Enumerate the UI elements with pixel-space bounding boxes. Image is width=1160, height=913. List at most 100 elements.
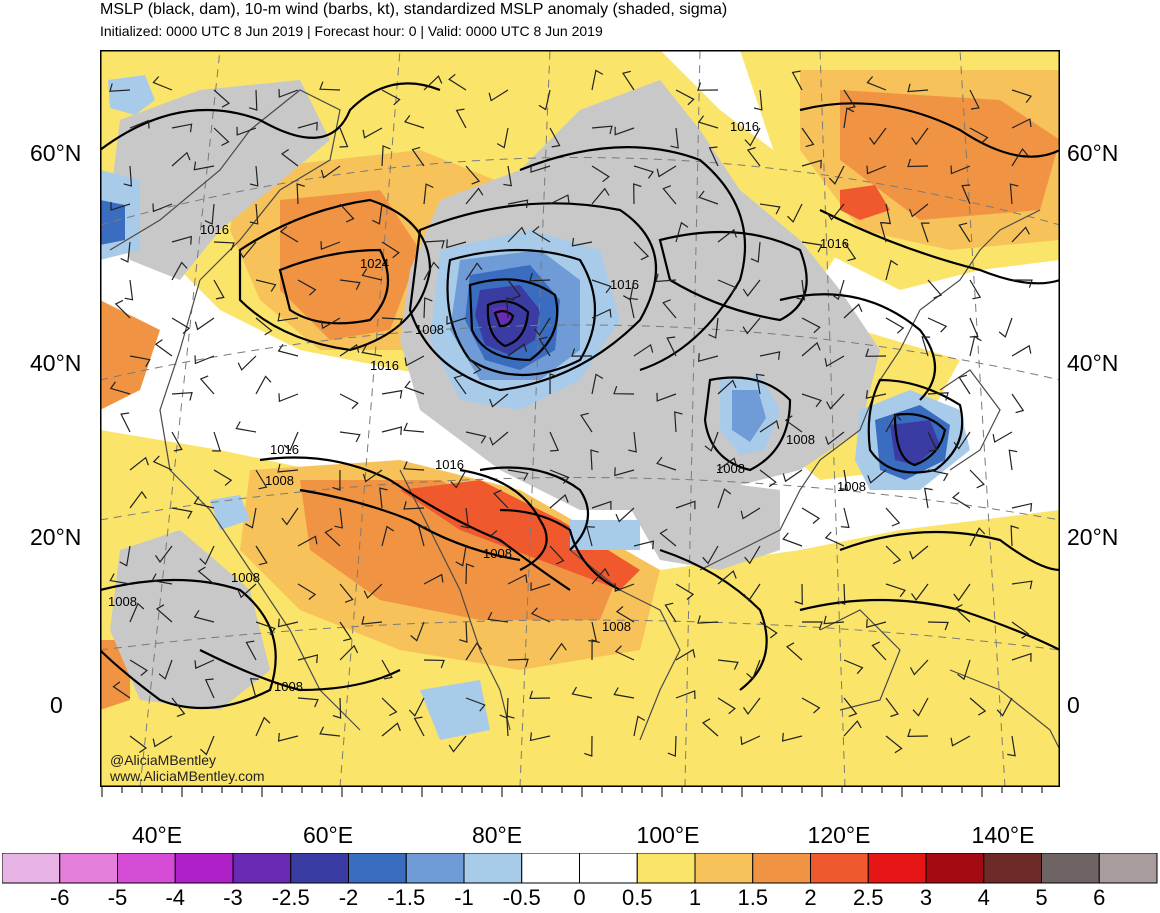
colorbar-swatch xyxy=(2,853,61,884)
wind-barb xyxy=(759,420,780,433)
wind-barb xyxy=(717,659,739,670)
wind-barb xyxy=(465,187,484,205)
isobar-label: 1008 xyxy=(786,432,815,447)
wind-barb xyxy=(717,457,738,471)
wind-barb xyxy=(455,545,467,567)
isobar-label: 1008 xyxy=(716,461,745,476)
wind-barb xyxy=(717,279,738,295)
wind-barb xyxy=(742,279,761,297)
wind-barb xyxy=(549,493,569,509)
colorbar-tick-label: 2.5 xyxy=(852,885,884,910)
wind-barb xyxy=(120,241,131,263)
wind-barb xyxy=(255,279,277,292)
wind-barb xyxy=(503,165,513,187)
wind-barb xyxy=(954,604,971,623)
wind-barb xyxy=(759,469,777,488)
wind-barb xyxy=(785,642,803,661)
colorbar-tick-label: -1 xyxy=(454,885,474,910)
wind-barb xyxy=(615,606,635,623)
wind-barb xyxy=(319,81,341,91)
wind-barb xyxy=(885,697,899,718)
wind-barb xyxy=(193,161,215,171)
isobar-label: 1008 xyxy=(483,546,512,561)
wind-barb xyxy=(801,341,821,357)
graticule-lon-40 xyxy=(139,50,221,787)
wind-barb xyxy=(802,621,823,630)
colorbar-swatch xyxy=(636,853,696,884)
wind-barb xyxy=(836,583,846,605)
wind-barb xyxy=(280,148,299,167)
anomaly-negative-05-burma xyxy=(570,520,640,550)
wind-barb xyxy=(571,686,593,699)
wind-barb xyxy=(549,127,561,148)
wind-barb xyxy=(204,678,215,699)
wind-barb xyxy=(801,159,822,169)
wind-barb xyxy=(633,241,650,261)
wind-barb xyxy=(920,222,930,243)
wind-barb xyxy=(1011,393,1025,414)
wind-barb xyxy=(697,615,719,624)
wind-barb xyxy=(1008,449,1018,471)
wind-barb xyxy=(123,165,133,187)
wind-barb xyxy=(823,615,845,625)
anomaly-positive-20-india xyxy=(300,480,620,620)
wind-barb xyxy=(193,609,215,623)
wind-barb xyxy=(801,507,821,524)
anomaly-map: 1016 1024 1016 1008 1016 1016 1016 1008 … xyxy=(100,50,1060,787)
wind-barb xyxy=(278,393,299,403)
wind-barb xyxy=(697,115,719,129)
wind-barb xyxy=(296,183,305,205)
wind-barb xyxy=(171,151,191,167)
wind-barb xyxy=(909,545,929,560)
colorbar-tick-label: 3 xyxy=(919,885,933,910)
colorbar-swatch xyxy=(521,853,580,884)
wind-barb xyxy=(507,469,529,481)
wind-barb xyxy=(339,644,359,661)
wind-barb xyxy=(782,469,803,483)
anomaly-negative-15-europe-west xyxy=(100,200,125,245)
colorbar-swatch xyxy=(694,853,754,884)
anomaly-positive-25-himalaya xyxy=(400,480,640,590)
wind-barb xyxy=(279,226,299,243)
wind-barb xyxy=(591,308,612,319)
wind-barb xyxy=(1011,226,1030,243)
wind-barb xyxy=(614,126,635,136)
wind-barb xyxy=(717,570,737,585)
wind-barb xyxy=(953,583,971,602)
colorbar-swatch xyxy=(752,853,811,884)
wind-barb xyxy=(339,431,361,443)
wind-barb xyxy=(194,355,215,365)
wind-barb xyxy=(281,507,299,526)
wind-barb xyxy=(404,380,425,395)
colorbar-tick-label: 0 xyxy=(573,885,586,910)
wind-barb xyxy=(865,390,887,399)
wind-barb xyxy=(529,732,551,742)
wind-barb xyxy=(129,355,151,367)
wind-barb xyxy=(675,221,689,243)
wind-barb xyxy=(465,697,486,712)
wind-barb xyxy=(740,507,761,520)
wind-barb xyxy=(529,690,551,700)
wind-barb xyxy=(927,317,948,333)
wind-barb xyxy=(701,718,719,737)
wind-barb xyxy=(839,469,849,491)
wind-barb xyxy=(580,412,593,433)
wind-barb xyxy=(423,659,445,669)
wind-barb xyxy=(235,421,257,433)
wind-barb xyxy=(828,165,845,185)
anomaly-positive-25-siberia-east xyxy=(840,185,890,220)
wind-barb xyxy=(927,431,938,452)
wind-barb xyxy=(907,83,929,93)
wind-barb xyxy=(698,190,719,205)
wind-barb xyxy=(614,467,635,477)
lat-label-left-0: 0 xyxy=(50,692,63,718)
wind-barb xyxy=(339,621,353,642)
wind-barb xyxy=(675,648,696,661)
wind-barb xyxy=(410,621,425,642)
isobar xyxy=(486,300,530,348)
graticule-lon-120 xyxy=(819,50,846,787)
wind-barb xyxy=(843,89,856,110)
wind-barb xyxy=(885,545,902,565)
wind-barb xyxy=(840,507,850,529)
wind-barb xyxy=(708,146,719,167)
